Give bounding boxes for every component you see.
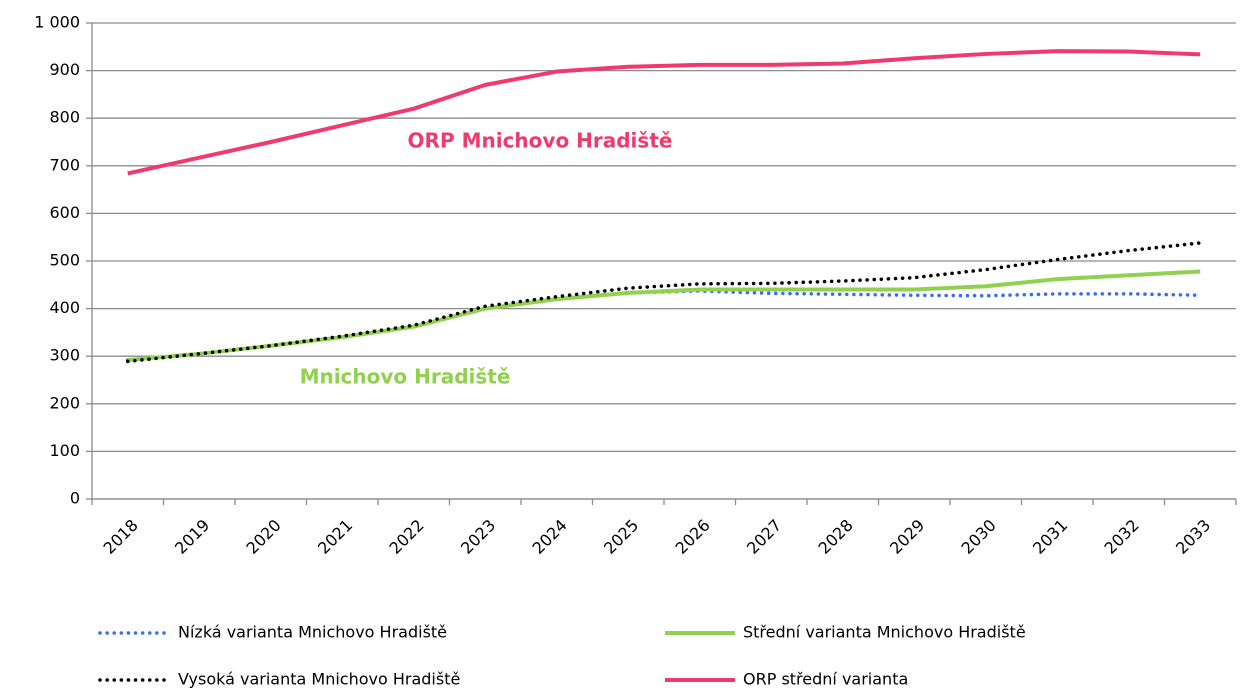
y-tick-label: 400 xyxy=(49,298,80,317)
x-tick-label: 2032 xyxy=(1101,516,1143,558)
legend-label: Nízká varianta Mnichovo Hradiště xyxy=(178,623,447,642)
x-tick-label: 2031 xyxy=(1029,516,1071,558)
series-line xyxy=(126,241,1202,364)
x-tick-label: 2018 xyxy=(100,516,142,558)
y-tick-label: 600 xyxy=(49,203,80,222)
y-tick-label: 700 xyxy=(49,155,80,174)
legend-label: ORP střední varianta xyxy=(743,670,908,688)
x-tick-label: 2019 xyxy=(171,516,213,558)
y-tick-label: 800 xyxy=(49,108,80,127)
x-tick-label: 2021 xyxy=(314,516,356,558)
annotation: ORP Mnichovo Hradiště xyxy=(408,129,673,153)
x-tick-label: 2025 xyxy=(600,516,642,558)
x-tick-label: 2027 xyxy=(743,516,785,558)
x-tick-label: 2026 xyxy=(672,516,714,558)
y-tick-label: 500 xyxy=(49,251,80,270)
y-tick-label: 100 xyxy=(49,441,80,460)
x-tick-label: 2023 xyxy=(457,516,499,558)
x-tick-label: 2029 xyxy=(886,516,928,558)
annotation: Mnichovo Hradiště xyxy=(300,365,511,389)
y-tick-label: 900 xyxy=(49,60,80,79)
x-tick-label: 2028 xyxy=(815,516,857,558)
series-line xyxy=(127,269,1201,363)
series-line xyxy=(127,49,1201,176)
y-tick-label: 1 000 xyxy=(34,13,80,32)
y-tick-label: 200 xyxy=(49,393,80,412)
legend-label: Střední varianta Mnichovo Hradiště xyxy=(743,623,1026,642)
legend-label: Vysoká varianta Mnichovo Hradiště xyxy=(178,670,460,688)
x-tick-label: 2030 xyxy=(958,516,1000,558)
x-tick-label: 2024 xyxy=(529,516,571,558)
x-tick-label: 2033 xyxy=(1172,516,1214,558)
y-tick-label: 0 xyxy=(70,489,80,508)
series-line xyxy=(126,289,1202,362)
x-tick-label: 2020 xyxy=(243,516,285,558)
x-tick-label: 2022 xyxy=(386,516,428,558)
y-tick-label: 300 xyxy=(49,346,80,365)
